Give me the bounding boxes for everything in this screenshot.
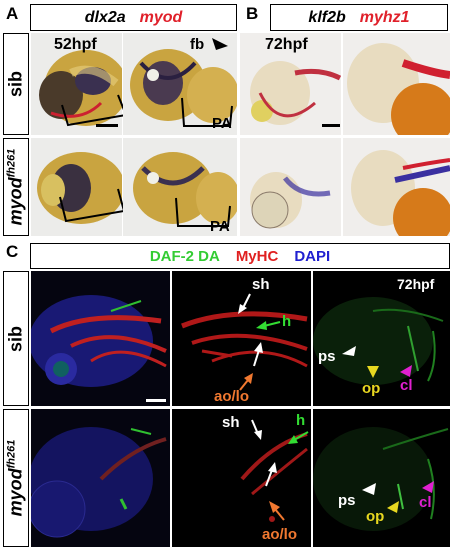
ps-label-bottom: ps [338, 492, 356, 509]
mutant-gene-text: myod [5, 177, 26, 226]
stage-label-72hpf-b: 72hpf [265, 36, 308, 53]
panel-a-header: dlx2a myod [30, 4, 237, 31]
panel-c-mutant-merge-image [31, 409, 170, 547]
fb-label: fb [190, 36, 205, 53]
pa-label-top: PA [212, 115, 232, 132]
panel-c-mutant-myhc-image [172, 409, 311, 547]
op-arrowhead-icon-bottom [387, 501, 399, 513]
sh-label-top: sh [252, 276, 270, 293]
h-arrow-icon-bottom [288, 431, 309, 444]
op-label-top: op [362, 380, 381, 397]
row-label-sib-c: sib [3, 271, 29, 406]
ps-arrowhead-icon-top [342, 346, 356, 356]
panel-a-mutant-ventral-image [123, 138, 237, 236]
gene-myod-label: myod [139, 8, 183, 26]
scale-bar-b [322, 124, 340, 127]
panel-c-sib-merge-image [31, 271, 170, 406]
pa-bracket-a-bottom-right [175, 197, 231, 227]
cl-arrowhead-icon-bottom [422, 481, 434, 493]
panel-c-sib-myhc-image [172, 271, 311, 406]
panel-b-mutant-ventral-image [343, 138, 450, 236]
cl-label-top: cl [400, 377, 413, 394]
stage-label-52hpf: 52hpf [54, 36, 97, 53]
aolo-arrow-icon-bottom [269, 501, 285, 521]
panel-letter-b: B [246, 4, 259, 23]
cl-label-bottom: cl [419, 494, 432, 511]
fb-arrowhead-icon [212, 38, 228, 50]
gene-dlx2a-label: dlx2a [84, 8, 126, 26]
panel-c-header: DAF-2 DA MyHC DAPI [30, 243, 450, 269]
panel-c-sib-daf-image [313, 271, 450, 406]
stain-dapi-label: DAPI [294, 247, 331, 265]
row-label-sib-ab: sib [3, 33, 29, 135]
h-label-top: h [282, 313, 292, 330]
panel-b-sib-ventral-image [343, 33, 450, 135]
ps-label-top: ps [318, 348, 336, 365]
stain-myhc-label: MyHC [235, 247, 279, 265]
h-arrow-icon-top [256, 321, 281, 330]
aolo-arrow-icon-top [239, 373, 253, 391]
white-arrow-icon-top [253, 342, 263, 367]
panel-b-sib-lateral-image [240, 33, 341, 135]
panel-a-sib-ventral-image [123, 33, 237, 135]
mutant-gene-text-c: myod [5, 468, 26, 517]
aolo-label-bottom: ao/lo [262, 526, 298, 543]
scale-bar-c [146, 399, 166, 402]
stage-label-72hpf-c: 72hpf [397, 276, 435, 292]
mutant-text: myodfh261 [6, 149, 27, 226]
sh-arrow-icon-bottom [251, 419, 262, 440]
sib-text-c: sib [5, 325, 26, 352]
pa-bracket-a-top-left [61, 94, 128, 127]
pa-bracket-a-top-right [181, 97, 233, 127]
h-label-bottom: h [296, 412, 306, 429]
panel-b-mutant-lateral-image [240, 138, 341, 236]
sh-arrow-icon-top [238, 293, 251, 314]
mutant-allele-text-c: fh261 [5, 439, 18, 469]
pa-label-bottom: PA [210, 218, 230, 235]
op-label-bottom: op [366, 508, 385, 525]
scale-bar-a [96, 124, 118, 127]
pa-bracket-a-bottom-left [59, 188, 126, 223]
panel-b-header: klf2b myhz1 [270, 4, 448, 31]
row-label-mutant-c: myodfh261 [3, 409, 29, 547]
sib-text: sib [5, 70, 26, 98]
sh-label-bottom: sh [222, 414, 240, 431]
panel-a-mutant-lateral-image [31, 138, 122, 236]
mutant-text-c: myodfh261 [6, 440, 27, 517]
white-arrow-icon-bottom [265, 462, 277, 487]
cl-arrowhead-icon-top [400, 365, 412, 377]
row-label-mutant-ab: myodfh261 [3, 138, 29, 236]
panel-c-mutant-daf-image [313, 409, 450, 547]
mutant-allele-text: fh261 [5, 148, 18, 178]
gene-klf2b-label: klf2b [308, 8, 346, 26]
panel-letter-a: A [6, 4, 19, 23]
stain-daf2da-label: DAF-2 DA [149, 247, 220, 265]
ps-arrowhead-icon-bottom [362, 483, 376, 495]
panel-letter-c: C [6, 242, 19, 261]
aolo-label-top: ao/lo [214, 388, 250, 405]
op-arrowhead-icon-top [367, 366, 379, 378]
gene-myhz1-label: myhz1 [359, 8, 410, 26]
